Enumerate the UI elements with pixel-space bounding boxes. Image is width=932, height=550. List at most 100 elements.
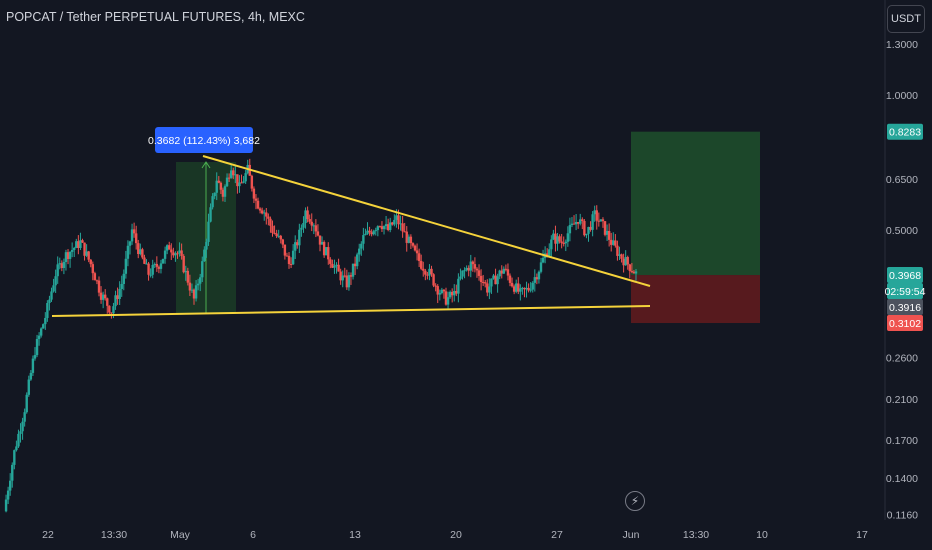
candle-body <box>457 278 460 294</box>
candle-body <box>134 233 138 244</box>
candle-body <box>56 264 59 277</box>
time-axis-label: 22 <box>42 529 54 541</box>
candle-body <box>455 290 458 294</box>
candle-body <box>254 198 258 201</box>
candle-body <box>75 241 78 248</box>
candle-body <box>364 233 367 236</box>
candle-body <box>372 231 375 235</box>
candle-body <box>151 264 154 275</box>
candle-body <box>15 446 18 451</box>
candle-body <box>413 245 417 251</box>
chart-title: POPCAT / Tether PERPETUAL FUTURES, 4h, M… <box>6 10 305 24</box>
candle-body <box>386 224 390 231</box>
candle-body <box>73 247 76 250</box>
candle-body <box>296 242 299 246</box>
candle-body <box>21 421 24 432</box>
candle-body <box>339 271 342 281</box>
candle-body <box>463 270 466 272</box>
price-badge <box>887 315 923 332</box>
candle-body <box>496 276 499 285</box>
candle-body <box>130 229 134 242</box>
candle-body <box>459 276 462 279</box>
candle-body <box>395 215 398 220</box>
candle-body <box>628 264 632 272</box>
candle-body <box>229 170 233 178</box>
candle-body <box>341 275 344 281</box>
candle-body <box>165 245 169 251</box>
candle-body <box>562 242 565 244</box>
candle-body <box>85 251 88 256</box>
candle-body <box>599 219 603 222</box>
candle-body <box>149 274 152 276</box>
candle-body <box>347 275 351 288</box>
candle-body <box>205 241 208 250</box>
candle-body <box>512 286 516 292</box>
currency-button[interactable]: USDT <box>887 5 925 33</box>
candle-body <box>314 225 318 232</box>
target-zone[interactable] <box>631 131 760 276</box>
candle-body <box>110 312 113 314</box>
candle-body <box>54 276 57 286</box>
time-axis-label: Jun <box>623 529 640 541</box>
candle-body <box>19 431 22 434</box>
candle-body <box>116 295 119 299</box>
candle-body <box>329 259 332 264</box>
candle-body <box>29 372 33 380</box>
price-badge <box>887 283 923 300</box>
candle-body <box>17 433 20 447</box>
candle-body <box>362 235 365 244</box>
candle-body <box>176 253 179 255</box>
candle-body <box>227 177 231 179</box>
candle-body <box>186 270 190 283</box>
candle-body <box>236 174 239 187</box>
candle-body <box>322 242 326 256</box>
candle-body <box>244 173 247 182</box>
candle-body <box>101 294 105 300</box>
candle-body <box>182 255 185 273</box>
candle-body <box>469 261 472 271</box>
resistance-trendline[interactable] <box>202 155 651 287</box>
candle-body <box>106 298 109 306</box>
candle-body <box>170 249 173 253</box>
candle-body <box>391 222 394 225</box>
price-axis-label: 1.0000 <box>886 90 918 102</box>
candle-body <box>294 242 297 251</box>
candle-body <box>120 283 123 289</box>
candle-body <box>275 233 278 237</box>
candle-body <box>568 225 572 234</box>
candle-body <box>475 268 479 271</box>
candle-body <box>306 210 309 220</box>
candle-body <box>591 214 594 230</box>
time-axis-label: 20 <box>450 529 462 541</box>
stop-zone[interactable] <box>631 275 760 324</box>
candle-body <box>620 254 623 259</box>
lightning-icon[interactable]: ⚡ <box>625 491 645 511</box>
candle-body <box>384 224 388 227</box>
candle-body <box>610 239 613 245</box>
price-badge-label: 0.8283 <box>889 127 921 139</box>
candle-body <box>541 257 545 263</box>
candle-body <box>194 285 198 299</box>
candle-body <box>558 236 561 242</box>
candle-body <box>355 254 359 267</box>
measure-arrow-head <box>201 161 211 169</box>
candle-body <box>593 210 596 215</box>
candle-body <box>583 220 586 236</box>
time-axis-label: May <box>170 529 191 541</box>
candle-body <box>240 182 243 184</box>
candle-body <box>141 249 144 258</box>
candle-body <box>444 291 448 305</box>
candle-body <box>312 225 316 227</box>
candle-body <box>48 299 51 304</box>
candle-body <box>618 254 621 256</box>
candle-body <box>219 182 223 190</box>
candle-body <box>545 253 549 257</box>
price-badge-label: 0.3968 <box>889 270 921 282</box>
candle-body <box>550 239 553 250</box>
candle-body <box>242 181 245 183</box>
support-trendline[interactable] <box>51 305 651 317</box>
candle-body <box>411 243 415 246</box>
candle-body <box>420 260 423 269</box>
